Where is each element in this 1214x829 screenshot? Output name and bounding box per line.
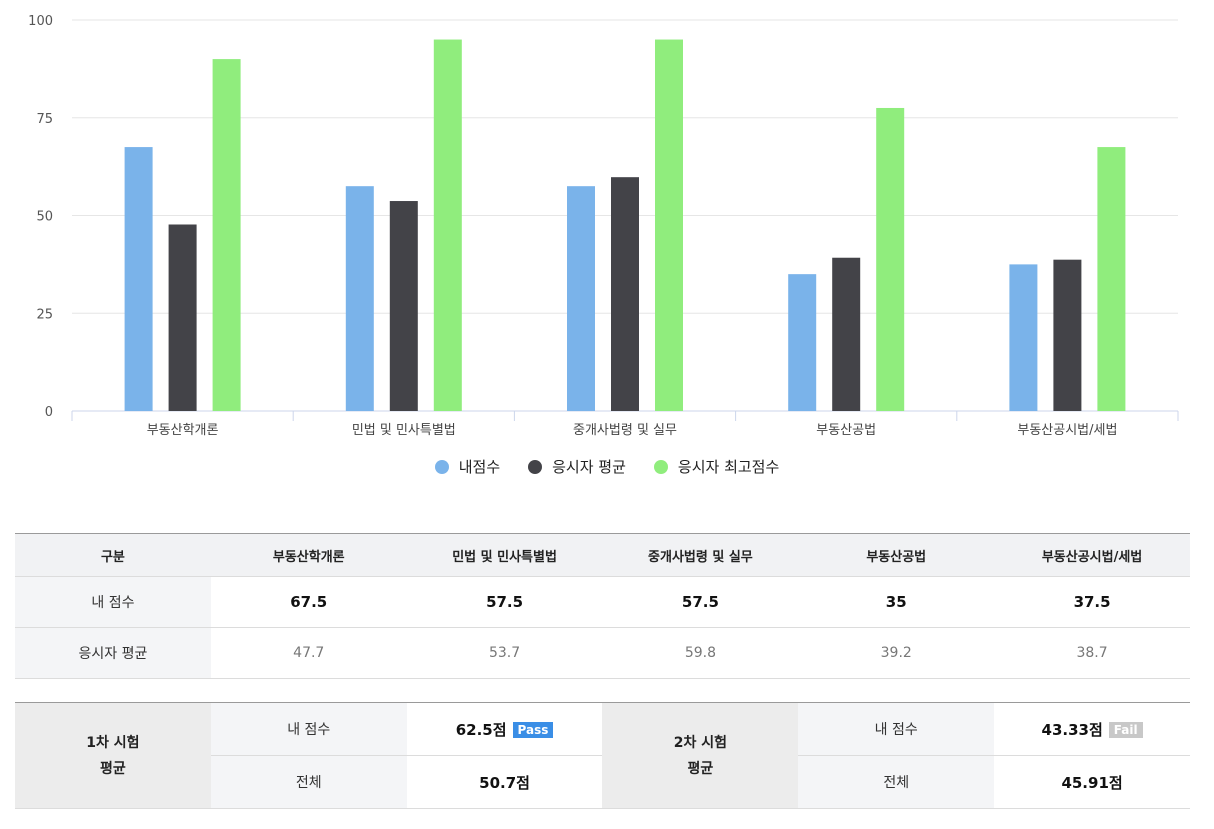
chart-legend: 내점수 응시자 평균 응시자 최고점수 xyxy=(0,456,1214,477)
second-exam-my-score-value: 43.33점 xyxy=(1041,720,1103,739)
header-cell-subject: 중개사법령 및 실무 xyxy=(602,533,799,577)
first-exam-total-score: 50.7점 xyxy=(406,755,603,809)
bar xyxy=(1097,147,1126,411)
first-exam-total-label: 전체 xyxy=(210,755,407,809)
legend-label-my-score: 내점수 xyxy=(458,458,501,476)
table-row-average: 응시자 평균 47.7 53.7 59.8 39.2 38.7 xyxy=(15,627,1190,679)
bar xyxy=(788,274,817,411)
my-score-cell: 57.5 xyxy=(406,576,603,628)
table-header-row: 구분 부동산학개론 민법 및 민사특별법 중개사법령 및 실무 부동산공법 부동… xyxy=(15,533,1190,577)
header-cell-subject: 부동산공시법/세법 xyxy=(994,533,1190,577)
fail-badge: Fail xyxy=(1108,721,1143,738)
bar xyxy=(1053,259,1082,411)
header-cell-category: 구분 xyxy=(15,533,211,577)
x-tick-label: 부동산공법 xyxy=(816,423,876,438)
bar xyxy=(655,39,683,412)
first-exam-my-label: 내 점수 xyxy=(210,702,407,756)
bar xyxy=(345,186,374,411)
bar xyxy=(567,186,595,411)
my-score-cell: 67.5 xyxy=(210,576,407,628)
bar xyxy=(168,224,197,411)
row-label: 응시자 평균 xyxy=(15,627,211,679)
second-exam-title-line2: 평균 xyxy=(687,760,714,777)
first-exam-title: 1차 시험 평균 xyxy=(15,702,211,809)
legend-item-top-score[interactable]: 응시자 최고점수 xyxy=(653,456,780,477)
header-cell-subject: 민법 및 민사특별법 xyxy=(406,533,603,577)
average-score-cell: 59.8 xyxy=(602,627,799,679)
second-exam-total-label: 전체 xyxy=(798,755,995,809)
y-tick-label: 75 xyxy=(36,112,53,127)
pass-badge: Pass xyxy=(512,721,554,738)
legend-dot-my-score xyxy=(434,459,449,474)
my-score-cell: 57.5 xyxy=(602,576,799,628)
exam-total-row: 전체 50.7점 전체 45.91점 xyxy=(15,755,1190,809)
average-score-cell: 39.2 xyxy=(798,627,995,679)
x-tick-label: 중개사법령 및 실무 xyxy=(573,423,677,438)
average-score-cell: 53.7 xyxy=(406,627,603,679)
bar-chart: 0 25 50 75 100 부동산학개론 민법 및 민사특별법 중개사법령 및 실무 부동산공… xyxy=(28,14,1179,438)
second-exam-total-score: 45.91점 xyxy=(994,755,1190,809)
exam-average-row: 1차 시험 평균 내 점수 62.5점 Pass 2차 시험 평균 내 점수 43… xyxy=(15,702,1190,809)
y-tick-label: 25 xyxy=(36,307,53,322)
first-exam-title-line2: 평균 xyxy=(100,760,126,777)
average-score-cell: 38.7 xyxy=(994,627,1190,679)
row-label: 내 점수 xyxy=(15,576,211,628)
first-exam-my-score: 62.5점 Pass xyxy=(406,702,603,756)
y-tick-label: 50 xyxy=(36,210,53,225)
bar xyxy=(124,147,153,411)
table-row-my-score: 내 점수 67.5 57.5 57.5 35 37.5 xyxy=(15,576,1190,628)
my-score-cell: 37.5 xyxy=(994,576,1190,628)
bar xyxy=(389,201,418,411)
second-exam-my-score: 43.33점 Fail xyxy=(994,702,1190,756)
header-cell-subject: 부동산학개론 xyxy=(210,533,407,577)
bar xyxy=(832,257,861,411)
bar xyxy=(433,39,462,412)
bar xyxy=(212,59,241,411)
header-cell-subject: 부동산공법 xyxy=(798,533,995,577)
exam-average-table: 1차 시험 평균 내 점수 62.5점 Pass 2차 시험 평균 내 점수 43… xyxy=(15,702,1190,809)
legend-item-average[interactable]: 응시자 평균 xyxy=(528,456,626,477)
bar xyxy=(876,107,905,411)
average-score-cell: 47.7 xyxy=(210,627,407,679)
second-exam-title: 2차 시험 평균 xyxy=(602,702,799,809)
second-exam-my-label: 내 점수 xyxy=(798,702,995,756)
legend-label-average: 응시자 평균 xyxy=(552,458,626,476)
legend-dot-top-score xyxy=(653,459,668,474)
my-score-cell: 35 xyxy=(798,576,995,628)
bar xyxy=(1009,264,1038,411)
y-tick-label: 0 xyxy=(45,405,53,420)
first-exam-title-line1: 1차 시험 xyxy=(86,734,140,751)
x-tick-label: 부동산학개론 xyxy=(147,423,219,438)
bar xyxy=(611,177,639,411)
first-exam-my-score-value: 62.5점 xyxy=(455,720,507,739)
second-exam-title-line1: 2차 시험 xyxy=(673,734,728,751)
legend-dot-average xyxy=(528,459,543,474)
x-tick-label: 민법 및 민사특별법 xyxy=(352,423,456,438)
y-tick-label: 100 xyxy=(28,14,53,29)
legend-label-top-score: 응시자 최고점수 xyxy=(677,458,780,476)
subject-score-table: 구분 부동산학개론 민법 및 민사특별법 중개사법령 및 실무 부동산공법 부동… xyxy=(15,533,1190,679)
legend-item-my-score[interactable]: 내점수 xyxy=(434,456,501,477)
x-tick-label: 부동산공시법/세법 xyxy=(1017,423,1117,438)
